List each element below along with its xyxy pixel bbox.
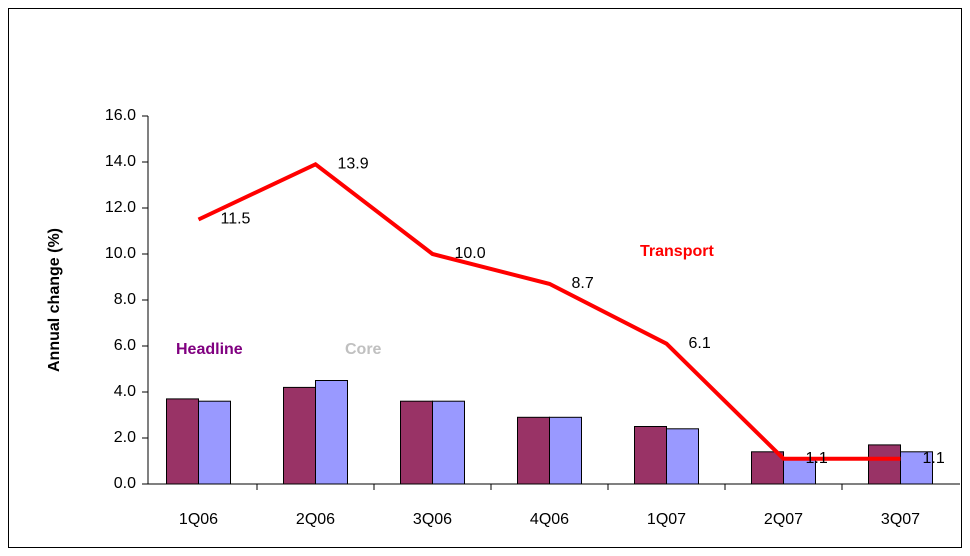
bar [283,386,316,485]
x-tick-label: 4Q06 [530,511,569,528]
legend-label: Headline [176,341,243,358]
x-tick-label: 1Q06 [179,511,218,528]
bar [868,444,901,485]
y-axis-label: Annual change (%) [46,228,63,372]
x-tick-label: 2Q06 [296,511,335,528]
y-tick-label: 2.0 [114,429,136,446]
bar [315,380,348,485]
bar [166,398,199,485]
y-tick-label: 8.0 [114,291,136,308]
x-tick-label: 1Q07 [647,511,686,528]
data-label: 11.5 [221,211,251,228]
y-tick-label: 4.0 [114,383,136,400]
x-tick-label: 3Q06 [413,511,452,528]
y-tick-label: 12.0 [105,199,136,216]
bar [900,451,933,485]
data-label: 8.7 [572,275,594,292]
y-tick-label: 16.0 [105,107,136,124]
y-tick-label: 6.0 [114,337,136,354]
bar [634,426,667,485]
data-label: 10.0 [455,245,486,262]
line [197,161,901,461]
y-tick-label: 14.0 [105,153,136,170]
data-label: 6.1 [689,335,711,352]
x-tick-label: 2Q07 [764,511,803,528]
bar [400,400,433,485]
bar [517,416,550,485]
legend-label: Core [345,341,382,358]
bar [751,451,784,485]
legend-label: Transport [640,243,714,260]
bar [549,416,582,485]
data-label: 1.1 [923,450,945,467]
data-label: 13.9 [338,156,369,173]
y-tick-label: 10.0 [105,245,136,262]
bar [432,400,465,485]
data-label: 1.1 [806,450,828,467]
bar [198,400,231,485]
y-tick-label: 0.0 [114,475,136,492]
bar [666,428,699,485]
x-tick-label: 3Q07 [881,511,920,528]
